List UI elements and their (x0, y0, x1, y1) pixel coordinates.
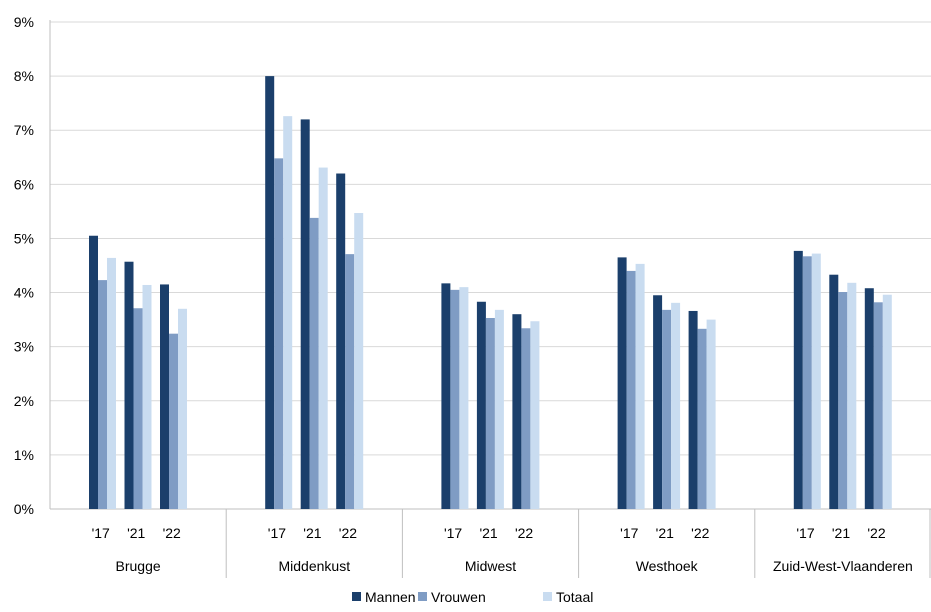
y-tick-label: 7% (14, 122, 34, 138)
bar (873, 302, 883, 509)
year-tick-label: '21 (479, 525, 497, 541)
year-tick-label: '22 (867, 525, 885, 541)
year-tick-label: '21 (127, 525, 145, 541)
y-tick-label: 2% (14, 393, 34, 409)
bar (626, 270, 636, 509)
y-tick-label: 4% (14, 285, 34, 301)
bar (124, 261, 134, 509)
bar (847, 282, 857, 509)
bar (107, 257, 116, 509)
year-tick-label: '21 (656, 525, 674, 541)
year-tick-label: '17 (796, 525, 814, 541)
bar (169, 333, 178, 509)
bar (662, 309, 672, 509)
bar (688, 310, 698, 509)
group-label: Zuid-West-Vlaanderen (773, 558, 913, 574)
bar (318, 167, 328, 509)
bar (494, 309, 504, 509)
year-tick-label: '22 (163, 525, 181, 541)
bar (530, 321, 540, 509)
bar (450, 289, 460, 509)
group-label: Middenkust (279, 558, 351, 574)
legend-swatch (543, 592, 552, 601)
year-tick-label: '22 (339, 525, 357, 541)
bar (802, 256, 812, 509)
bar (882, 294, 892, 509)
bar (300, 119, 310, 510)
y-tick-label: 9% (14, 14, 34, 30)
year-tick-label: '17 (92, 525, 110, 541)
bar (265, 76, 275, 509)
bar (671, 302, 681, 509)
bar (142, 284, 152, 509)
y-tick-label: 5% (14, 230, 34, 246)
bar (521, 328, 531, 509)
bar (178, 308, 187, 509)
bar (793, 250, 803, 509)
group-label: Westhoek (636, 558, 699, 574)
bar (485, 317, 495, 509)
bar (89, 235, 98, 509)
bar (829, 274, 839, 509)
y-tick-label: 8% (14, 68, 34, 84)
bar (864, 288, 874, 509)
legend: Mannen Vrouwen Totaal (352, 589, 593, 605)
bar (345, 254, 355, 509)
bar (617, 257, 627, 509)
bar (635, 263, 645, 509)
year-tick-label: '17 (620, 525, 638, 541)
year-tick-label: '17 (444, 525, 462, 541)
bar (512, 314, 522, 509)
legend-swatch (418, 592, 427, 601)
bar (274, 158, 284, 510)
gridlines (50, 21, 931, 456)
legend-label: Mannen (365, 589, 416, 605)
bar (160, 284, 169, 509)
bar (283, 116, 293, 510)
y-tick-label: 1% (14, 447, 34, 463)
year-tick-label: '21 (832, 525, 850, 541)
bar (706, 319, 716, 509)
bar (697, 328, 707, 509)
year-tick-label: '21 (303, 525, 321, 541)
bar (476, 301, 486, 509)
bar (98, 280, 107, 509)
group-label: Brugge (116, 558, 161, 574)
bars (89, 76, 892, 510)
year-tick-label: '22 (515, 525, 533, 541)
bar (354, 213, 364, 510)
legend-label: Totaal (556, 589, 593, 605)
y-tick-label: 0% (14, 501, 34, 517)
bar (133, 308, 143, 509)
y-tick-label: 6% (14, 176, 34, 192)
y-tick-label: 3% (14, 339, 34, 355)
axis-labels: 0% 1% 2% 3% 4% 5% 6% 7% 8% 9% Brugge '17 '21 '22 Midde… (14, 14, 913, 574)
bar (336, 173, 346, 509)
bar (459, 287, 469, 509)
legend-swatch (352, 592, 361, 601)
bar (811, 253, 821, 509)
year-tick-label: '17 (268, 525, 286, 541)
bar (838, 292, 848, 509)
bar (309, 217, 319, 510)
legend-label: Vrouwen (431, 589, 486, 605)
bar (441, 283, 451, 509)
year-tick-label: '22 (691, 525, 709, 541)
group-label: Midwest (465, 558, 516, 574)
bar (653, 295, 663, 509)
